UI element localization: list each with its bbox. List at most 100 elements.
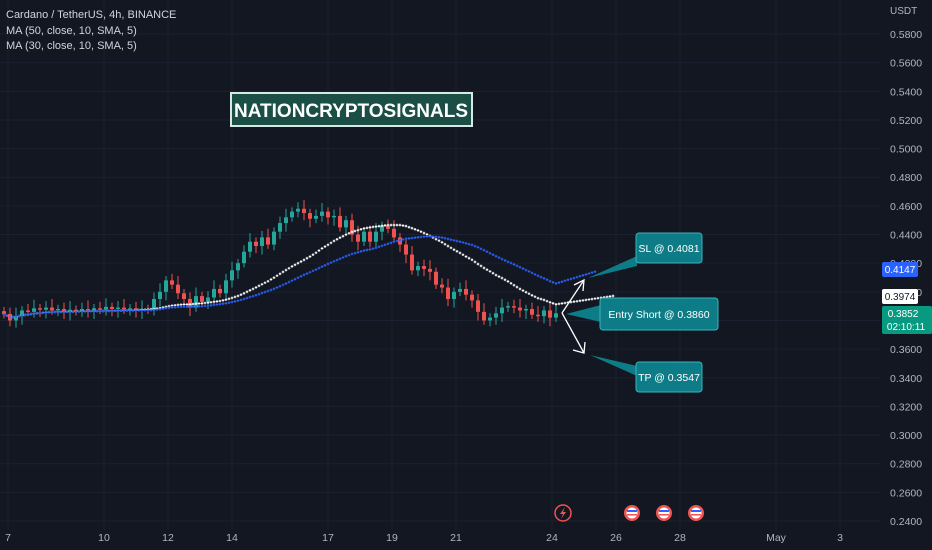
candle-body — [434, 271, 438, 285]
ma-marker — [35, 311, 39, 315]
ma-marker — [338, 257, 342, 261]
candle-body — [248, 241, 252, 252]
ma-marker — [554, 303, 558, 306]
ma-marker — [218, 302, 222, 306]
grid — [0, 0, 880, 530]
ma-marker — [458, 251, 462, 255]
candle-body — [182, 293, 186, 299]
sl-label: SL @ 0.4081 — [638, 243, 699, 255]
lightning-icon[interactable] — [554, 504, 572, 522]
ma-marker — [311, 269, 315, 273]
ma30-legend[interactable]: MA (30, close, 10, SMA, 5) — [6, 40, 137, 52]
candle-body — [332, 215, 336, 218]
ma-marker — [341, 256, 345, 259]
ma-marker — [407, 225, 411, 229]
ma-marker — [380, 244, 384, 248]
ma-marker — [110, 309, 114, 313]
time-axis[interactable]: 7 10 12 14 17 19 21 24 26 28 May 3 — [5, 532, 843, 544]
ma-marker — [437, 239, 441, 243]
candle-body — [386, 225, 390, 229]
candle-body — [206, 297, 210, 302]
ma-marker — [365, 226, 369, 230]
ma-marker — [590, 297, 594, 301]
ma-marker — [344, 233, 348, 236]
ma-marker — [344, 254, 348, 258]
candle-body — [410, 254, 414, 271]
ma-marker — [209, 300, 213, 304]
ma-marker — [233, 295, 237, 299]
ma-marker — [335, 238, 339, 241]
ma-marker — [473, 244, 477, 248]
us-flag-icon[interactable] — [656, 505, 672, 521]
ma-marker — [89, 309, 93, 313]
ma-marker — [416, 229, 420, 232]
ma-marker — [278, 272, 282, 276]
ma-marker — [26, 313, 30, 316]
ma-marker — [557, 281, 561, 284]
ma-marker — [419, 230, 423, 234]
ma-marker — [470, 243, 474, 247]
price-axis[interactable]: 0.5800 0.5600 0.5400 0.5200 0.5000 0.4800 0.46… — [890, 29, 922, 528]
ma-marker — [152, 308, 156, 312]
candle-body — [440, 284, 444, 288]
y-tick-label: 0.3600 — [890, 344, 922, 356]
candle-body — [218, 288, 222, 294]
ma-marker — [551, 302, 555, 305]
ma-marker — [275, 274, 279, 278]
ma-marker — [374, 225, 378, 228]
ma-marker — [464, 255, 468, 258]
ma-marker — [608, 295, 612, 298]
ma-marker — [2, 312, 6, 316]
ma-marker — [503, 278, 507, 282]
candle-body — [254, 241, 258, 246]
ma-marker — [428, 235, 432, 238]
ma-marker — [272, 287, 276, 291]
candle-body — [374, 231, 378, 242]
us-flag-icon[interactable] — [624, 505, 640, 521]
candle-body — [530, 309, 534, 315]
ma-marker — [251, 287, 255, 291]
candle-body — [470, 294, 474, 301]
ma-marker — [455, 250, 459, 253]
sl-arrow — [561, 279, 585, 314]
ma-marker — [515, 264, 519, 268]
candle-body — [512, 306, 516, 308]
ma-marker — [326, 243, 330, 247]
x-tick-label: 28 — [674, 532, 686, 544]
ma-marker — [323, 245, 327, 248]
ma-marker — [29, 312, 33, 316]
candle-body — [176, 284, 180, 294]
ma-marker — [8, 315, 12, 319]
ma-marker — [284, 282, 288, 285]
ma50-legend[interactable]: MA (50, close, 10, SMA, 5) — [6, 24, 137, 37]
ma-marker — [491, 253, 495, 256]
sl-callout[interactable]: SL @ 0.4081 — [588, 232, 703, 278]
ma-marker — [200, 302, 204, 305]
us-flag-icon[interactable] — [688, 505, 704, 521]
ma-marker — [443, 242, 447, 246]
ma-marker — [479, 247, 483, 251]
ma-marker — [485, 250, 489, 253]
ma-marker — [530, 294, 534, 297]
ma-marker — [488, 270, 492, 273]
ma-marker — [527, 292, 531, 296]
ma-marker — [296, 261, 300, 265]
ma-marker — [575, 299, 579, 303]
entry-callout[interactable]: Entry Short @ 0.3860 — [566, 297, 719, 331]
ma-marker — [53, 310, 57, 314]
ma-marker — [227, 297, 231, 301]
candle-body — [116, 307, 120, 310]
ma-marker — [494, 254, 498, 258]
candle-body — [20, 310, 24, 317]
ma-marker — [389, 223, 393, 227]
symbol-title[interactable]: Cardano / TetherUS, 4h, BINANCE — [6, 9, 177, 21]
ma-marker — [17, 314, 21, 318]
ma-marker — [542, 298, 546, 302]
ma-marker — [254, 293, 258, 297]
tp-callout[interactable]: TP @ 0.3547 — [590, 355, 703, 393]
ma-marker — [356, 251, 360, 254]
event-icons[interactable] — [554, 504, 704, 522]
candle-body — [212, 288, 216, 298]
ma-marker — [236, 299, 240, 303]
